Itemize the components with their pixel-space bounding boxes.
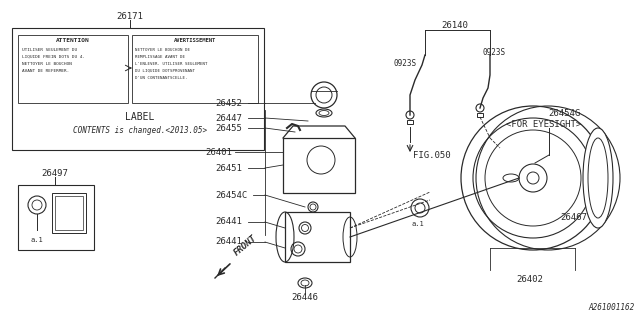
Bar: [18, 35, 128, 103]
Text: a.1: a.1: [31, 237, 44, 243]
Text: 26402: 26402: [516, 276, 543, 284]
Text: 26171: 26171: [116, 12, 143, 20]
Text: 26451: 26451: [215, 164, 242, 172]
Bar: [285, 212, 350, 262]
Text: 26447: 26447: [215, 114, 242, 123]
Circle shape: [527, 172, 539, 184]
Circle shape: [476, 106, 620, 250]
Bar: [132, 35, 258, 103]
Bar: [18, 185, 94, 250]
Text: A261001162: A261001162: [589, 303, 635, 313]
Bar: [52, 193, 86, 233]
Text: CONTENTS is changed.<2013.05>: CONTENTS is changed.<2013.05>: [73, 125, 207, 134]
Circle shape: [411, 199, 429, 217]
Text: ATTENTION: ATTENTION: [56, 37, 90, 43]
Text: AVERTISSEMENT: AVERTISSEMENT: [174, 37, 216, 43]
Text: DU LIQUIDE DOTSPROVENANT: DU LIQUIDE DOTSPROVENANT: [135, 69, 195, 73]
Circle shape: [311, 82, 337, 108]
Text: UTILISER SEULEMENT DU: UTILISER SEULEMENT DU: [22, 48, 77, 52]
Text: FRONT: FRONT: [232, 234, 259, 258]
Text: 26454C: 26454C: [215, 190, 247, 199]
Text: LABEL: LABEL: [125, 112, 155, 122]
Text: 26467: 26467: [560, 213, 587, 222]
Text: 26441: 26441: [215, 218, 242, 227]
Text: 26497: 26497: [42, 169, 68, 178]
Text: <FOR EYESIGHT>: <FOR EYESIGHT>: [506, 119, 581, 129]
Bar: [55, 196, 83, 230]
Bar: [283, 138, 355, 193]
Text: D'UN CONTENANTSCELLE.: D'UN CONTENANTSCELLE.: [135, 76, 188, 80]
Bar: [477, 113, 483, 117]
Text: 26401: 26401: [205, 148, 232, 156]
Text: FIG.050: FIG.050: [413, 150, 451, 159]
Text: 0923S: 0923S: [482, 47, 505, 57]
Text: a.1: a.1: [412, 221, 424, 227]
Text: L'ENLEVER. UTILISER SEULEMENT: L'ENLEVER. UTILISER SEULEMENT: [135, 62, 207, 66]
Text: 26452: 26452: [215, 99, 242, 108]
Bar: [407, 120, 413, 124]
Text: LIQUIDE FREIN DOTS DU 4.: LIQUIDE FREIN DOTS DU 4.: [22, 55, 85, 59]
Text: 0923S: 0923S: [393, 59, 416, 68]
Text: 26455: 26455: [215, 124, 242, 132]
Bar: [12, 28, 264, 150]
Text: 26140: 26140: [442, 20, 468, 29]
Text: 26454G: 26454G: [548, 108, 581, 117]
Text: AVANT DE REFERMER.: AVANT DE REFERMER.: [22, 69, 69, 73]
Text: 26446: 26446: [292, 293, 319, 302]
Text: NETTOYER LE BOUCHON DE: NETTOYER LE BOUCHON DE: [135, 48, 190, 52]
Text: 26441: 26441: [215, 237, 242, 246]
Text: NETTOYER LE BOUCHON: NETTOYER LE BOUCHON: [22, 62, 72, 66]
Text: REMPLISSAGE AVANT DE: REMPLISSAGE AVANT DE: [135, 55, 185, 59]
Ellipse shape: [583, 128, 613, 228]
